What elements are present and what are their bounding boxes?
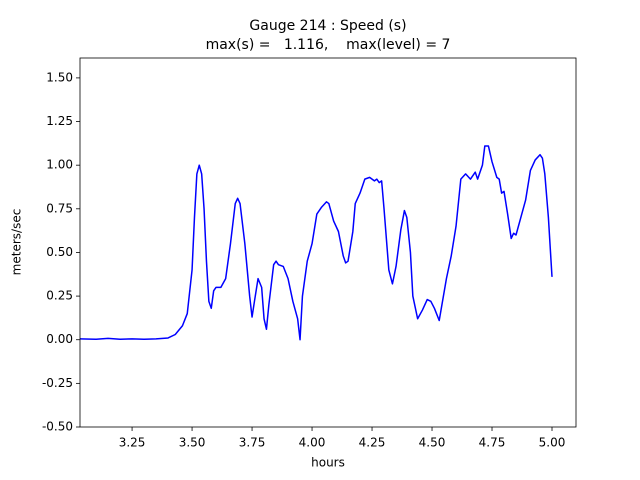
x-tick-label: 4.75 [479, 436, 506, 450]
chart-title: Gauge 214 : Speed (s) [249, 18, 406, 34]
y-axis-label: meters/sec [10, 209, 24, 276]
x-tick-label: 5.00 [539, 436, 566, 450]
y-tick-label: 0.75 [46, 201, 73, 215]
x-tick-label: 3.50 [179, 436, 206, 450]
x-tick-label: 3.25 [119, 436, 146, 450]
x-tick-label: 4.00 [299, 436, 326, 450]
x-tick-label: 4.25 [359, 436, 386, 450]
y-tick-label: 0.50 [46, 245, 73, 259]
y-tick-label: 0.25 [46, 289, 73, 303]
y-tick-label: -0.25 [42, 376, 73, 390]
y-tick-label: 0.00 [46, 332, 73, 346]
x-tick-label: 3.75 [239, 436, 266, 450]
y-tick-label: -0.50 [42, 420, 73, 434]
data-line [79, 145, 553, 341]
y-tick-label: 1.50 [46, 70, 73, 84]
plot-frame [79, 57, 577, 428]
y-tick-label: 1.00 [46, 158, 73, 172]
x-tick-label: 4.50 [419, 436, 446, 450]
x-axis-label: hours [311, 456, 345, 470]
y-tick-label: 1.25 [46, 114, 73, 128]
chart-subtitle: max(s) = 1.116, max(level) = 7 [206, 37, 451, 53]
